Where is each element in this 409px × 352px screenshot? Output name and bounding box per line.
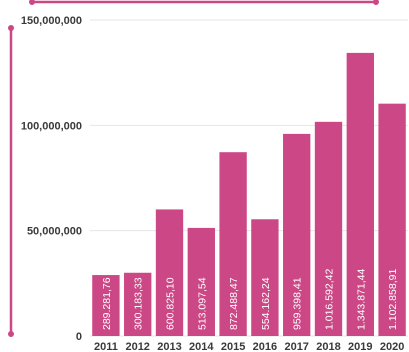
bar-2014 — [187, 227, 215, 336]
data-label-2014: 513.097,54 — [196, 277, 208, 330]
data-label-2012: 300.183,33 — [133, 277, 145, 330]
data-label-2011: 289.281,76 — [101, 277, 113, 330]
left-accent-dot-bottom — [8, 331, 14, 337]
x-tick-label: 2015 — [221, 341, 245, 352]
data-label-2016: 554.162,24 — [260, 277, 272, 330]
data-label-2018: 1.016.592,42 — [324, 269, 336, 330]
x-tick-label: 2017 — [284, 341, 308, 352]
y-tick-label: 150,000,000 — [21, 15, 82, 27]
x-tick-label: 2014 — [189, 341, 214, 352]
top-accent-dot-right — [373, 0, 379, 5]
x-tick-label: 2011 — [94, 341, 118, 352]
bar-2018 — [314, 121, 343, 336]
bar-2016 — [251, 219, 279, 336]
data-label-2020: 1.102.858,91 — [387, 269, 399, 330]
y-tick-label: 50,000,000 — [27, 226, 82, 238]
x-tick-label: 2018 — [316, 341, 340, 352]
data-label-2019: 1.343.871,44 — [355, 269, 367, 330]
y-tick-label: 0 — [76, 331, 82, 343]
data-labels: 289.281,76 300.183,33 600.825,10 513.097,54… — [101, 269, 399, 330]
x-axis: 2011 2012 2013 2014 2015 2016 2017 2018 2019 2020 — [94, 341, 404, 352]
left-accent-dot-top — [8, 25, 14, 31]
y-axis: 0 50,000,000 100,000,000 150,000,000 — [21, 15, 82, 343]
x-tick-label: 2012 — [125, 341, 149, 352]
bar-2020 — [378, 103, 406, 336]
data-label-2017: 959.398,41 — [292, 277, 304, 330]
data-label-2013: 600.825,10 — [165, 277, 177, 330]
data-label-2015: 872.488,47 — [228, 277, 240, 330]
bar-2019 — [346, 52, 374, 336]
bar-2013 — [155, 209, 184, 336]
x-tick-label: 2013 — [157, 341, 181, 352]
top-accent-dot-left — [29, 0, 35, 5]
bar-2011 — [92, 275, 120, 336]
chart-decorations — [8, 0, 379, 337]
bar-2017 — [283, 133, 311, 336]
bar-2012 — [124, 272, 152, 336]
x-tick-label: 2019 — [348, 341, 372, 352]
bar-2015 — [219, 152, 247, 336]
y-tick-label: 100,000,000 — [21, 120, 82, 132]
x-tick-label: 2020 — [380, 341, 404, 352]
bars — [92, 52, 406, 336]
x-tick-label: 2016 — [253, 341, 277, 352]
